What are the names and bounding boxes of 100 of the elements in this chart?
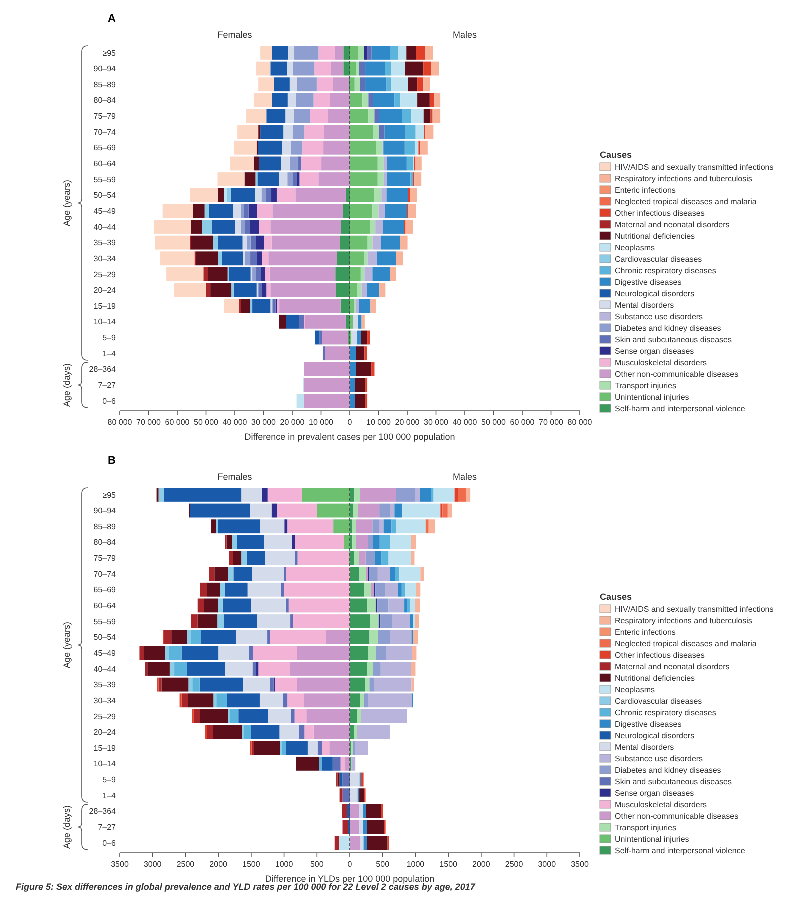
bar	[298, 156, 302, 171]
bar	[350, 268, 361, 282]
bar	[288, 46, 295, 60]
bar	[434, 488, 455, 502]
legend-label: Respiratory infections and tuberculosis	[615, 616, 752, 626]
legend-label: Neoplasms	[615, 244, 656, 252]
bar	[368, 236, 373, 250]
bar	[252, 268, 256, 282]
bar	[252, 299, 271, 314]
bar	[408, 598, 410, 613]
legend-label: Musculoskeletal disorders	[615, 358, 708, 368]
bar	[234, 283, 257, 298]
bar	[302, 488, 350, 502]
bar	[296, 93, 314, 108]
bar	[290, 614, 294, 628]
y-tick-label: 28–364	[89, 807, 117, 816]
bar	[411, 551, 415, 566]
bar	[158, 488, 164, 502]
bar	[286, 109, 294, 124]
bar	[290, 78, 298, 92]
bar	[366, 62, 386, 76]
bar	[291, 140, 303, 155]
bar	[372, 268, 390, 282]
bar	[241, 299, 251, 314]
bar	[420, 488, 432, 502]
bar	[258, 78, 274, 92]
bar	[280, 725, 300, 740]
bar	[408, 78, 418, 92]
bar	[244, 172, 256, 186]
legend-label: Musculoskeletal disorders	[615, 800, 708, 810]
bar	[373, 93, 395, 108]
bar	[350, 314, 354, 329]
bar	[350, 46, 358, 60]
bar	[378, 598, 389, 613]
legend-label: Unintentional injuries	[615, 393, 690, 402]
legend-label: Neurological disorders	[615, 732, 695, 740]
bar	[380, 504, 390, 518]
legend-label: Transport injuries	[615, 824, 677, 832]
bar	[270, 268, 336, 282]
bar	[350, 725, 354, 740]
bar	[350, 394, 356, 408]
bar	[373, 662, 381, 676]
bar	[299, 725, 305, 740]
bar	[270, 283, 336, 298]
bar	[334, 836, 340, 850]
bar	[340, 299, 350, 314]
bar	[272, 504, 278, 518]
bar	[259, 156, 281, 171]
legend-label: Transport injuries	[615, 382, 677, 390]
y-tick-label: 60–64	[94, 602, 117, 611]
bar	[402, 504, 441, 518]
bar	[466, 488, 471, 502]
bar	[238, 710, 268, 724]
bar	[295, 535, 344, 550]
legend-label: Cardiovascular diseases	[615, 255, 702, 264]
bar	[209, 567, 215, 582]
y-tick-label: 85–89	[94, 522, 117, 532]
bar	[359, 299, 371, 314]
bar	[374, 109, 380, 124]
y-tick-label: 55–59	[94, 175, 117, 184]
bar	[431, 488, 434, 502]
bar	[360, 788, 364, 803]
bar	[300, 172, 319, 186]
bar	[297, 78, 317, 92]
legend-label: Maternal and neonatal disorders	[615, 220, 730, 230]
y-tick-label: 90–94	[94, 506, 117, 516]
bar	[360, 268, 365, 282]
bar	[356, 299, 360, 314]
bar	[288, 598, 350, 613]
bar	[304, 725, 314, 740]
text: Males	[452, 472, 478, 482]
bar	[144, 646, 166, 660]
bar	[400, 567, 421, 582]
legend-title: Causes	[600, 592, 632, 602]
bar	[293, 62, 315, 76]
bar	[284, 125, 293, 140]
bar	[228, 567, 234, 582]
bar	[344, 62, 350, 76]
bar	[350, 156, 378, 171]
x-tick-label: 3000	[538, 860, 557, 869]
bar	[411, 662, 416, 676]
bar	[355, 394, 366, 408]
bar	[288, 520, 334, 534]
bar	[378, 567, 390, 582]
bar	[230, 156, 254, 171]
bar	[346, 314, 350, 329]
chart-title: B	[108, 455, 116, 467]
y-tick-label: ≥95	[102, 490, 117, 500]
x-tick-label: 70 000	[539, 418, 564, 427]
bar	[357, 283, 362, 298]
x-tick-label: 20 000	[280, 418, 306, 427]
bar	[359, 820, 364, 834]
bar	[254, 93, 272, 108]
bar	[353, 314, 358, 329]
bar	[360, 78, 366, 92]
y-tick-label: 25–29	[94, 270, 117, 280]
bar	[362, 710, 408, 724]
bar	[330, 93, 350, 108]
bar	[340, 756, 346, 771]
bar	[229, 551, 234, 566]
